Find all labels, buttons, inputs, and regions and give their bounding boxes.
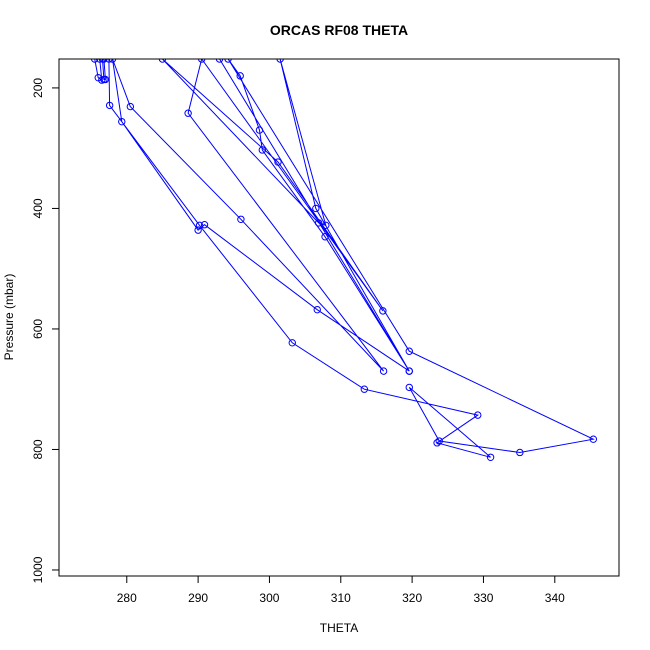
data-point	[100, 59, 108, 63]
data-point	[101, 75, 110, 84]
data-point	[215, 59, 224, 63]
y-tick-label: 600	[31, 319, 45, 339]
y-tick-label: 200	[31, 78, 45, 98]
data-point	[200, 221, 209, 229]
data-point	[313, 305, 321, 314]
x-tick-label: 290	[188, 591, 208, 605]
data-point	[435, 437, 443, 445]
data-point	[118, 117, 126, 126]
y-tick-label: 800	[31, 439, 45, 459]
series-line	[94, 59, 595, 458]
plot-marks: 280 290 300 310 320 330 340 200 400 600 800 1000	[31, 59, 598, 605]
data-point	[258, 146, 267, 154]
data-point	[194, 226, 202, 234]
chart-title: ORCAS RF08 THETA	[270, 22, 408, 38]
data-point	[405, 367, 413, 375]
data-point	[379, 367, 388, 375]
data-point	[288, 339, 296, 347]
data-point	[195, 221, 204, 230]
data-point	[360, 385, 369, 393]
x-tick-label: 330	[473, 591, 493, 605]
data-point	[589, 435, 598, 443]
data-point	[314, 219, 323, 227]
data-point	[379, 307, 387, 315]
y-tick-label: 400	[31, 198, 45, 218]
data-point	[276, 59, 284, 63]
data-point	[405, 347, 413, 355]
data-point	[274, 158, 282, 166]
data-point	[197, 59, 206, 63]
data-point	[224, 59, 232, 63]
x-tick-label: 340	[545, 591, 565, 605]
data-point	[90, 59, 99, 63]
data-point	[184, 109, 192, 117]
y-axis-label: Pressure (mbar)	[2, 274, 16, 361]
y-tick-label: 1000	[31, 556, 45, 583]
x-axis-label: THETA	[320, 621, 358, 635]
data-point	[255, 126, 264, 134]
data-point	[474, 411, 482, 419]
data-point	[237, 215, 245, 223]
data-point	[322, 221, 330, 230]
data-point	[95, 59, 104, 63]
data-point	[312, 204, 320, 213]
data-point	[158, 59, 167, 63]
data-point	[433, 439, 441, 447]
plot-frame	[58, 58, 620, 577]
x-tick-label: 280	[117, 591, 137, 605]
series-group	[90, 59, 598, 461]
data-point	[236, 72, 244, 80]
data-point	[486, 453, 495, 461]
data-point	[126, 102, 135, 111]
data-point	[321, 233, 329, 241]
data-point	[105, 59, 113, 63]
data-point	[105, 101, 114, 110]
x-tick-label: 310	[331, 591, 351, 605]
data-point	[108, 59, 117, 63]
data-point	[516, 448, 524, 457]
x-tick-label: 300	[259, 591, 279, 605]
x-tick-label: 320	[402, 591, 422, 605]
data-point	[405, 383, 413, 392]
